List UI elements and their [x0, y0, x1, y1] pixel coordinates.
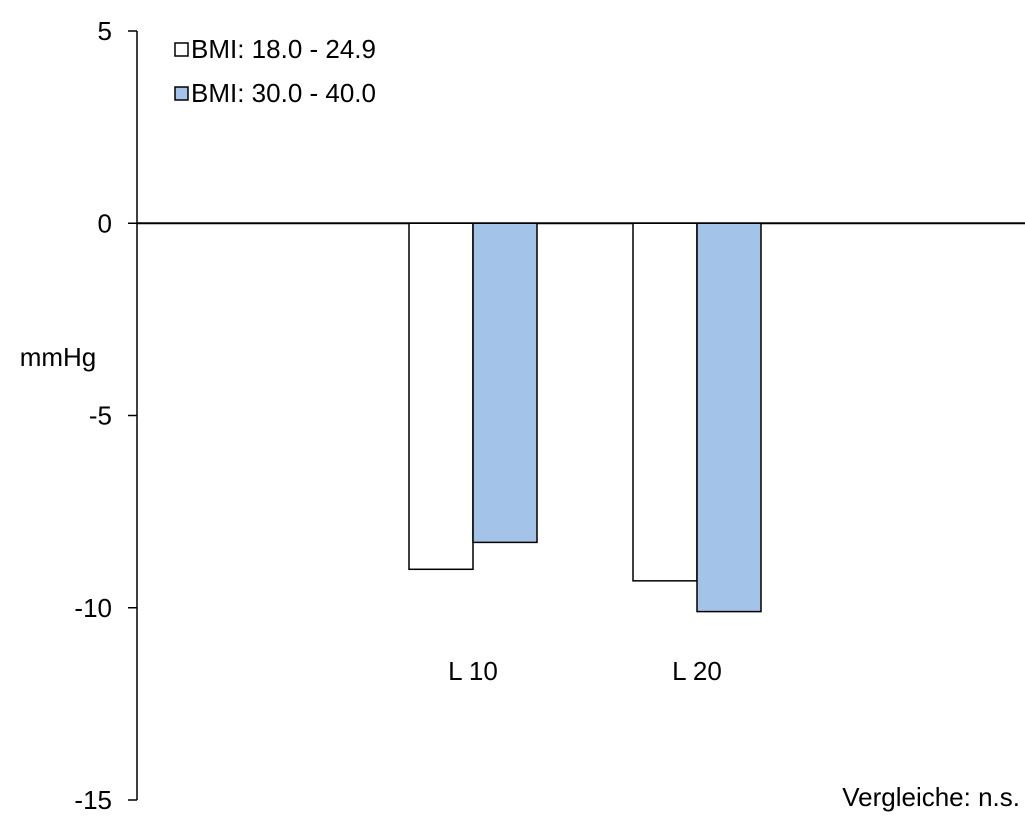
y-tick-label: -10 [74, 593, 112, 623]
legend: BMI: 18.0 - 24.9 BMI: 30.0 - 40.0 [174, 34, 376, 108]
category-label: L 10 [448, 656, 498, 686]
legend-swatch [174, 86, 189, 101]
y-tick-label: 0 [98, 208, 112, 238]
bar-2-2 [696, 222, 762, 613]
legend-label: BMI: 30.0 - 40.0 [191, 78, 376, 108]
legend-swatch [174, 42, 189, 57]
y-tick-label: -15 [74, 785, 112, 815]
bars [408, 222, 762, 613]
axes [128, 30, 1025, 801]
y-tick-label: -5 [89, 401, 112, 431]
y-axis-label: mmHg [20, 342, 97, 372]
category-label: L 20 [672, 656, 722, 686]
labels: 5 0 -5 -10 -15 L 10 L 20 [74, 16, 721, 815]
annotation-text: Vergleiche: n.s. [842, 782, 1020, 812]
bar-2-1 [472, 222, 538, 544]
y-tick-label: 5 [98, 16, 112, 46]
bar-1-1 [408, 222, 474, 571]
legend-label: BMI: 18.0 - 24.9 [191, 34, 376, 64]
bar-1-2 [632, 222, 698, 582]
